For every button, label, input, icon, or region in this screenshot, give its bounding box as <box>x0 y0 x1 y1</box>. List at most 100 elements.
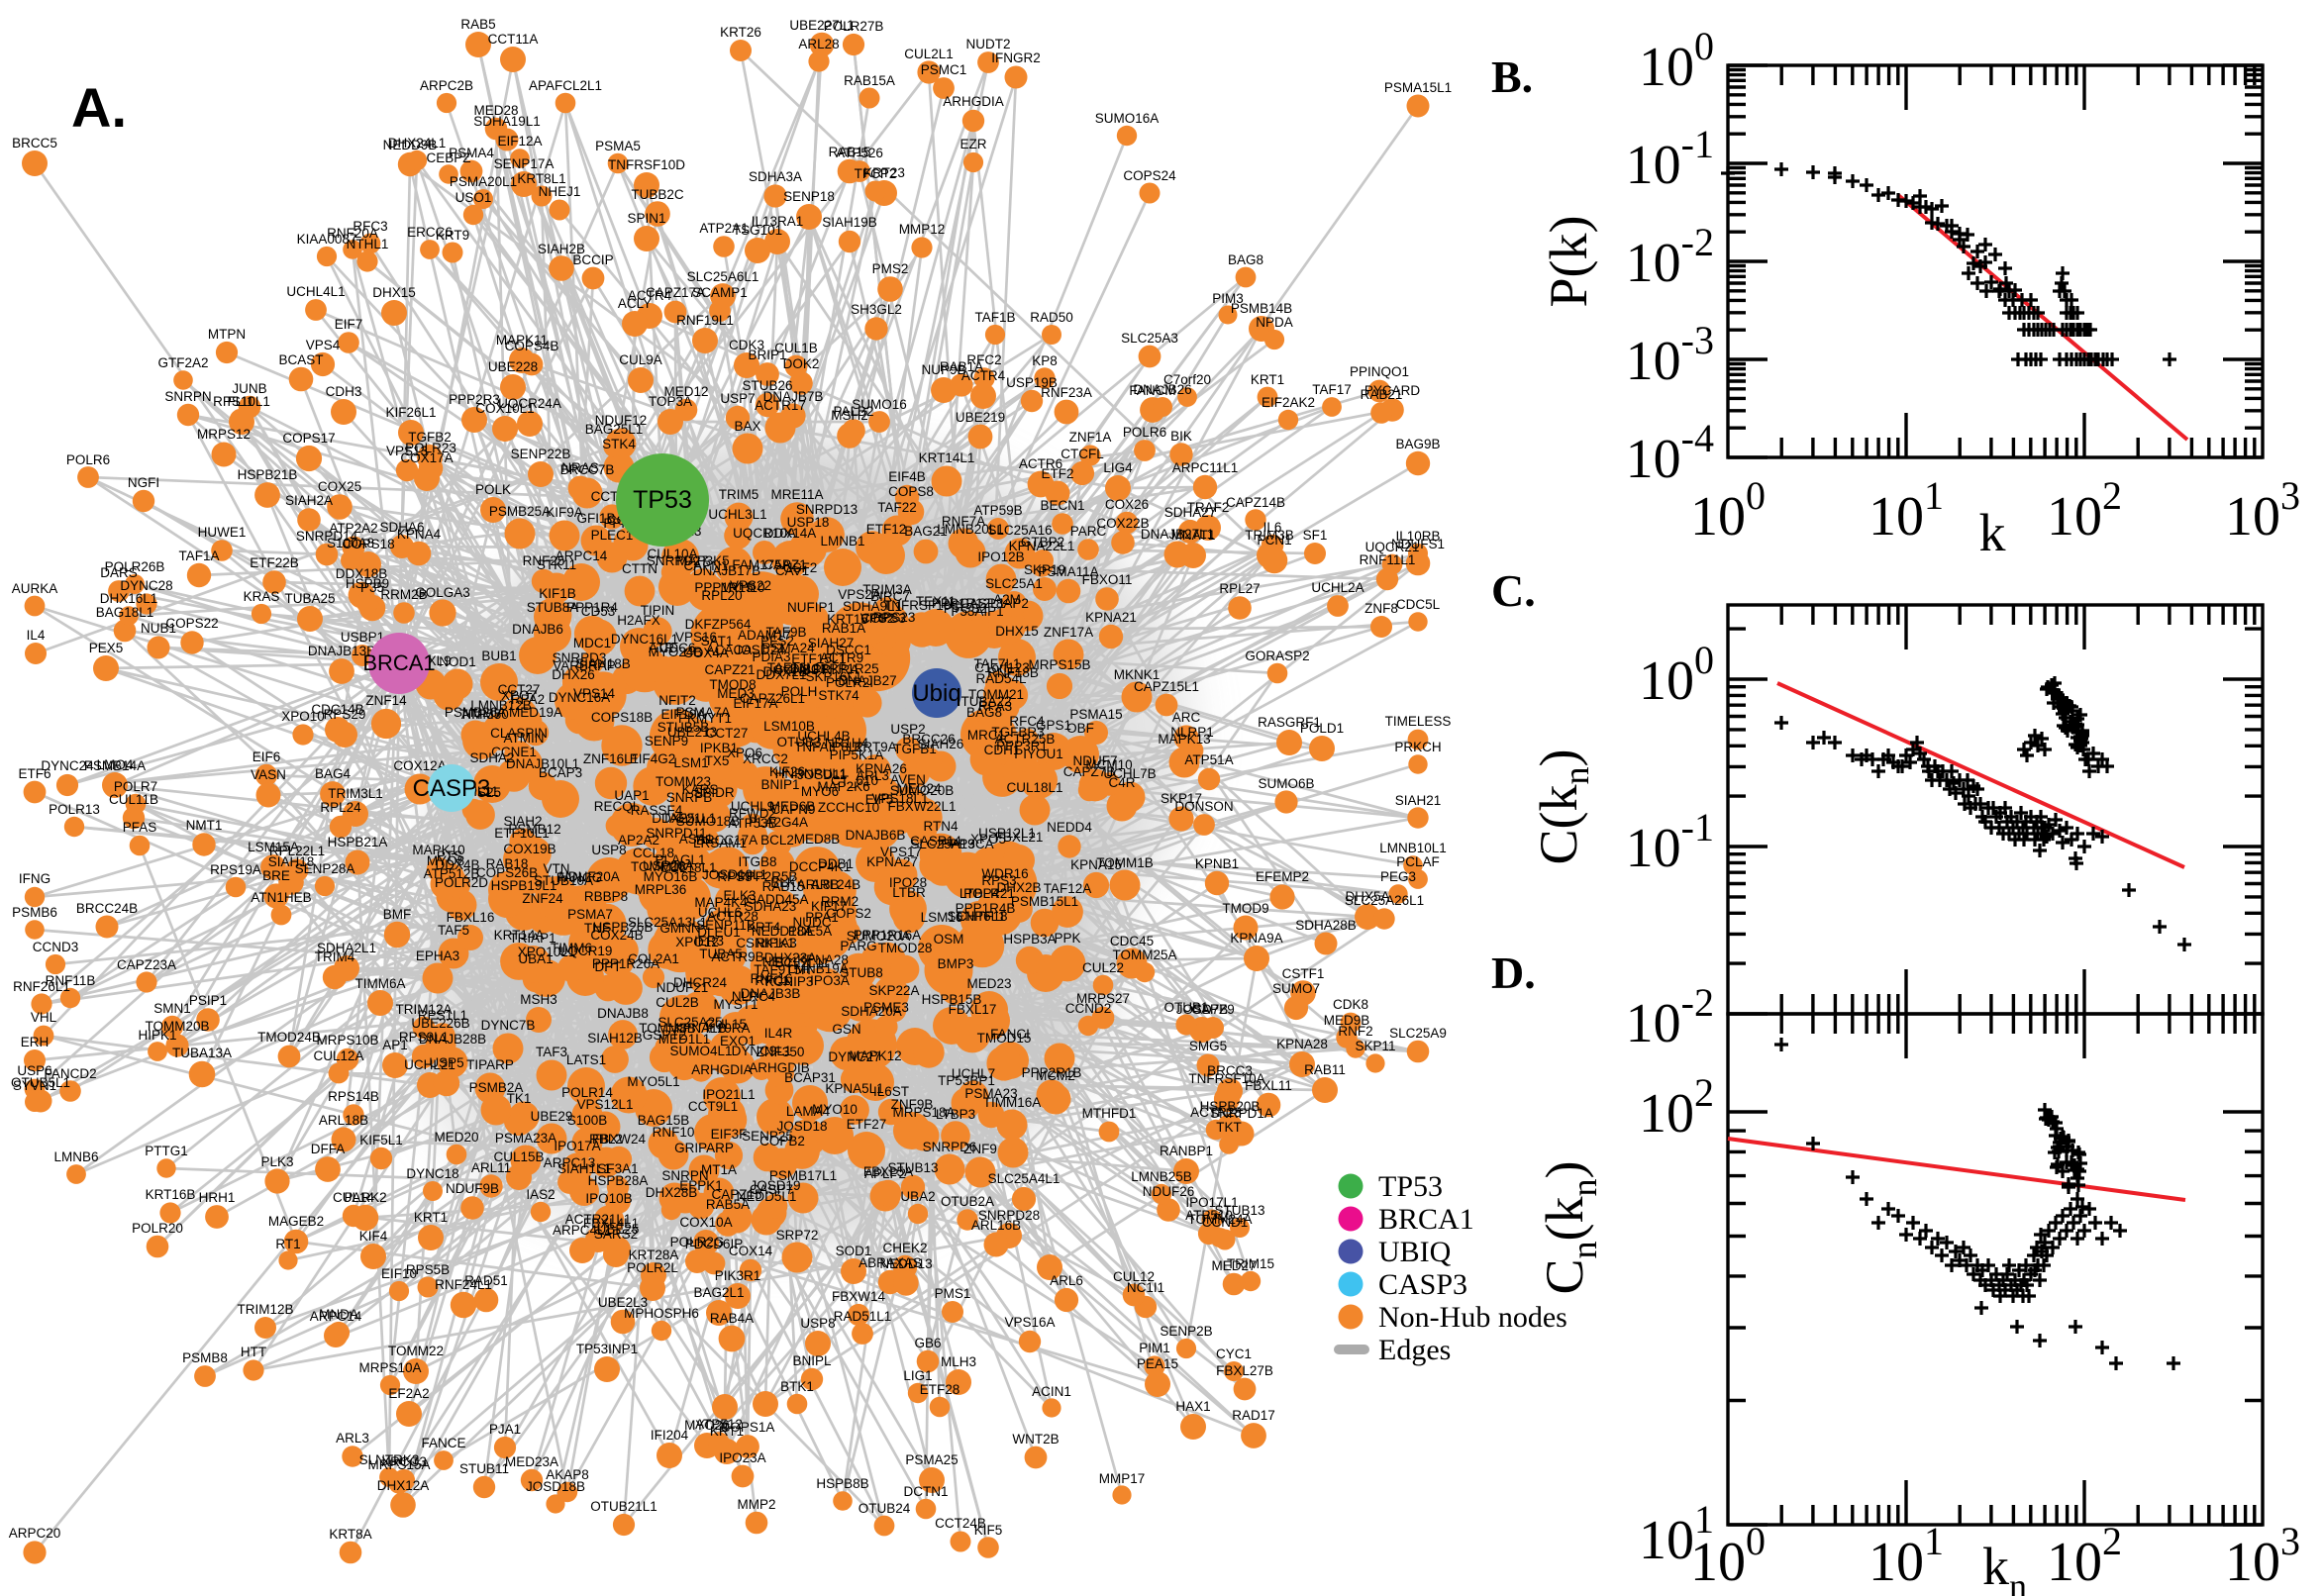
svg-text:DKFZP564: DKFZP564 <box>685 617 752 632</box>
svg-text:PSMA5: PSMA5 <box>595 139 641 153</box>
svg-text:ZNF9: ZNF9 <box>963 1142 997 1156</box>
svg-text:XPO10: XPO10 <box>281 709 325 724</box>
svg-text:MLH3: MLH3 <box>941 1354 976 1369</box>
svg-text:DHCR24: DHCR24 <box>673 975 728 990</box>
svg-text:PIM3: PIM3 <box>1212 291 1244 306</box>
svg-text:POLR2G: POLR2G <box>670 1235 725 1249</box>
svg-text:NDUF21: NDUF21 <box>656 980 709 995</box>
svg-text:SUMO16A: SUMO16A <box>1095 111 1160 126</box>
svg-text:CAPN1: CAPN1 <box>683 558 728 573</box>
svg-text:POLR20: POLR20 <box>132 1221 183 1236</box>
svg-text:ARL18B: ARL18B <box>319 1113 368 1128</box>
svg-text:COPS18B: COPS18B <box>591 710 653 725</box>
svg-text:RPS23: RPS23 <box>873 610 916 625</box>
svg-text:HSPB15B: HSPB15B <box>922 992 982 1007</box>
svg-text:BAG15B: BAG15B <box>638 1113 690 1128</box>
svg-text:SIAH19B: SIAH19B <box>822 215 877 230</box>
svg-text:S100B: S100B <box>567 1113 608 1128</box>
svg-text:SDHA20A: SDHA20A <box>841 1004 902 1019</box>
svg-text:TAF7L1: TAF7L1 <box>973 656 1020 671</box>
svg-text:PPP1R4B: PPP1R4B <box>956 901 1016 916</box>
svg-text:TRIM12B: TRIM12B <box>237 1302 293 1317</box>
svg-text:UBA1: UBA1 <box>518 951 553 966</box>
svg-text:D.: D. <box>1491 948 1536 998</box>
svg-text:EIF4G2: EIF4G2 <box>630 751 676 766</box>
svg-text:TMOD15: TMOD15 <box>977 1031 1032 1046</box>
svg-text:ATP59B: ATP59B <box>973 503 1022 518</box>
svg-text:ZNF9B: ZNF9B <box>891 1097 934 1112</box>
svg-text:P53AIP1: P53AIP1 <box>951 604 1003 619</box>
svg-text:KRT1: KRT1 <box>414 1210 448 1225</box>
svg-text:KIF1B: KIF1B <box>539 586 576 601</box>
svg-text:PRKCH: PRKCH <box>1394 740 1441 754</box>
svg-text:BAG25L1: BAG25L1 <box>585 422 644 437</box>
svg-text:POLR6: POLR6 <box>1123 425 1166 440</box>
svg-text:FANCG: FANCG <box>556 870 603 885</box>
svg-text:TP53: TP53 <box>633 486 692 514</box>
svg-text:LRSAM1: LRSAM1 <box>693 836 747 850</box>
svg-text:KIF5L1: KIF5L1 <box>359 1133 403 1147</box>
svg-text:SMG5: SMG5 <box>1189 1039 1227 1053</box>
svg-text:BRCA1: BRCA1 <box>362 650 435 675</box>
svg-text:UCHL9: UCHL9 <box>731 799 774 814</box>
svg-text:USP8: USP8 <box>591 843 626 857</box>
svg-text:CUL12A: CUL12A <box>313 1048 363 1063</box>
svg-text:DDX25: DDX25 <box>652 811 695 826</box>
svg-text:PLEC1: PLEC1 <box>591 528 634 543</box>
svg-text:TAF13L1: TAF13L1 <box>767 660 822 675</box>
svg-text:DYNC27: DYNC27 <box>828 1049 880 1064</box>
svg-text:LAMA4: LAMA4 <box>786 1104 831 1119</box>
svg-text:RAB21: RAB21 <box>1361 387 1403 402</box>
svg-text:RNF24L1: RNF24L1 <box>435 1277 492 1292</box>
svg-text:ARL11: ARL11 <box>471 1160 511 1175</box>
svg-text:MED12: MED12 <box>663 384 708 399</box>
svg-text:CDC45: CDC45 <box>1110 934 1154 948</box>
svg-text:RPS29: RPS29 <box>324 707 366 722</box>
svg-text:MAP2K6: MAP2K6 <box>817 779 869 794</box>
svg-text:TP53INP1: TP53INP1 <box>576 1342 638 1356</box>
svg-text:TIPIN: TIPIN <box>641 603 675 618</box>
svg-text:SDHA9L1: SDHA9L1 <box>843 599 902 614</box>
svg-text:FANCE: FANCE <box>421 1436 465 1450</box>
svg-text:KPNA9A: KPNA9A <box>1230 931 1282 946</box>
svg-text:OBF: OBF <box>1066 721 1094 736</box>
svg-text:ARPC13: ARPC13 <box>544 1155 596 1170</box>
svg-text:MTPN: MTPN <box>208 327 246 342</box>
svg-text:NGFI: NGFI <box>128 475 159 490</box>
svg-text:ACTR25B: ACTR25B <box>995 732 1056 747</box>
svg-text:COPB2: COPB2 <box>759 1134 805 1148</box>
svg-text:KARS: KARS <box>682 782 719 797</box>
svg-text:ZNF1A: ZNF1A <box>1069 430 1112 445</box>
svg-text:MED6B: MED6B <box>769 799 816 814</box>
svg-text:SLC25A16: SLC25A16 <box>987 523 1052 538</box>
svg-text:SDHA2L1: SDHA2L1 <box>317 941 376 955</box>
svg-text:RRM2: RRM2 <box>821 894 858 909</box>
svg-text:GPS1: GPS1 <box>1036 718 1071 733</box>
svg-text:IPO23A: IPO23A <box>719 1450 765 1465</box>
svg-text:BTK1: BTK1 <box>780 1379 814 1394</box>
svg-text:SUMO4L1: SUMO4L1 <box>669 1044 732 1058</box>
svg-text:SUMO16: SUMO16 <box>852 397 907 412</box>
svg-text:CAV1: CAV1 <box>775 563 809 578</box>
svg-text:PIM1: PIM1 <box>1139 1341 1170 1355</box>
svg-text:FBXL11: FBXL11 <box>1245 1078 1292 1093</box>
svg-text:NOD1: NOD1 <box>439 654 476 669</box>
svg-text:WNT2B: WNT2B <box>1012 1432 1059 1446</box>
svg-text:MED19A: MED19A <box>509 705 562 720</box>
svg-text:TMOD9: TMOD9 <box>1222 901 1268 916</box>
svg-text:ACTR17: ACTR17 <box>755 398 806 413</box>
svg-text:PSMA15L1: PSMA15L1 <box>1384 80 1452 95</box>
svg-text:PSMB8: PSMB8 <box>182 1350 228 1365</box>
svg-text:TOMM25A: TOMM25A <box>1112 948 1176 962</box>
svg-text:DNAJB3B: DNAJB3B <box>741 986 801 1001</box>
svg-text:CHTF18: CHTF18 <box>957 909 1007 924</box>
svg-text:LSM1: LSM1 <box>673 755 708 770</box>
svg-text:SENP9: SENP9 <box>645 734 688 748</box>
svg-text:KPNA27: KPNA27 <box>866 854 918 869</box>
svg-text:NPDA: NPDA <box>1256 315 1293 330</box>
svg-text:MSH3: MSH3 <box>520 992 557 1007</box>
svg-text:ATP2A2: ATP2A2 <box>329 521 377 536</box>
svg-text:A2M: A2M <box>993 592 1021 607</box>
svg-text:MYO8: MYO8 <box>427 853 464 868</box>
svg-text:DHX15: DHX15 <box>372 285 416 300</box>
